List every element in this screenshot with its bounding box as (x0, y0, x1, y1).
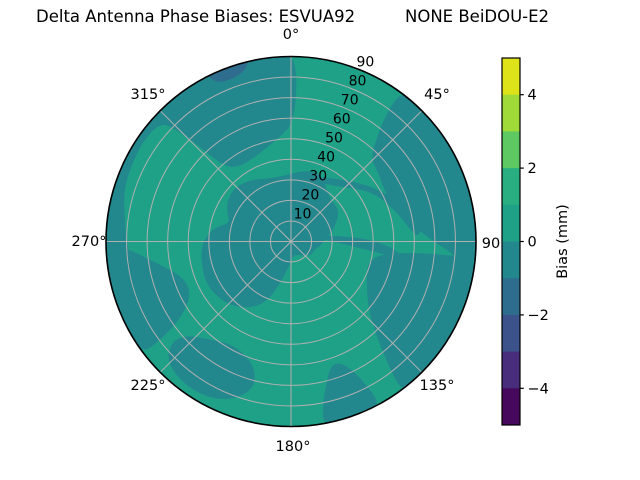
contour-region-north-northwest-rim-sliver (209, 60, 248, 82)
r-tick-label-70: 70 (341, 93, 359, 109)
r-tick-label-10: 10 (294, 207, 312, 223)
theta-tick-label-225: 225° (131, 378, 166, 394)
theta-tick-label-315: 315° (131, 87, 166, 103)
colorbar-tick-label-m4: −4 (528, 381, 549, 397)
colorbar-axis-label: Bias (mm) (555, 204, 571, 279)
r-tick-label-60: 60 (333, 112, 351, 128)
r-tick-label-80: 80 (349, 74, 367, 90)
contour-region-northeast-arm (315, 177, 421, 235)
colorbar-tick-label-4: 4 (528, 88, 537, 104)
chart-title-right: NONE BeiDOU-E2 (405, 7, 549, 26)
chart-title-left: Delta Antenna Phase Biases: ESVUA92 (36, 7, 355, 26)
theta-tick-label-180: 180° (276, 439, 311, 455)
colorbar-tick-label-2: 2 (528, 161, 537, 177)
contour-region-southwest-island (168, 336, 255, 399)
contour-region-central-mass (201, 171, 338, 308)
r-tick-label-90: 90 (356, 55, 374, 71)
polar-gridlines (106, 56, 476, 427)
contour-region-south-tongue (323, 363, 377, 424)
contour-region-northwest-mass (106, 56, 297, 301)
colorbar-outline (501, 57, 521, 426)
colorbar (502, 58, 524, 426)
colorbar-tick-label-0: 0 (528, 235, 537, 251)
theta-tick-label-135: 135° (420, 378, 455, 394)
r-tick-label-40: 40 (317, 150, 335, 166)
r-tick-label-50: 50 (325, 131, 343, 147)
theta-tick-label-0: 0° (283, 27, 299, 43)
theta-tick-label-45: 45° (424, 87, 450, 103)
polar-outline (105, 55, 477, 428)
contour-region-northeast-rim-mass (372, 95, 476, 262)
colorbar-tick-label-m2: −2 (528, 308, 549, 324)
theta-tick-label-90: 90 (482, 236, 500, 252)
r-tick-label-30: 30 (309, 169, 327, 185)
theta-tick-label-270: 270° (72, 234, 107, 250)
r-tick-label-20: 20 (301, 188, 319, 204)
contour-region-southeast-blob (366, 252, 476, 388)
